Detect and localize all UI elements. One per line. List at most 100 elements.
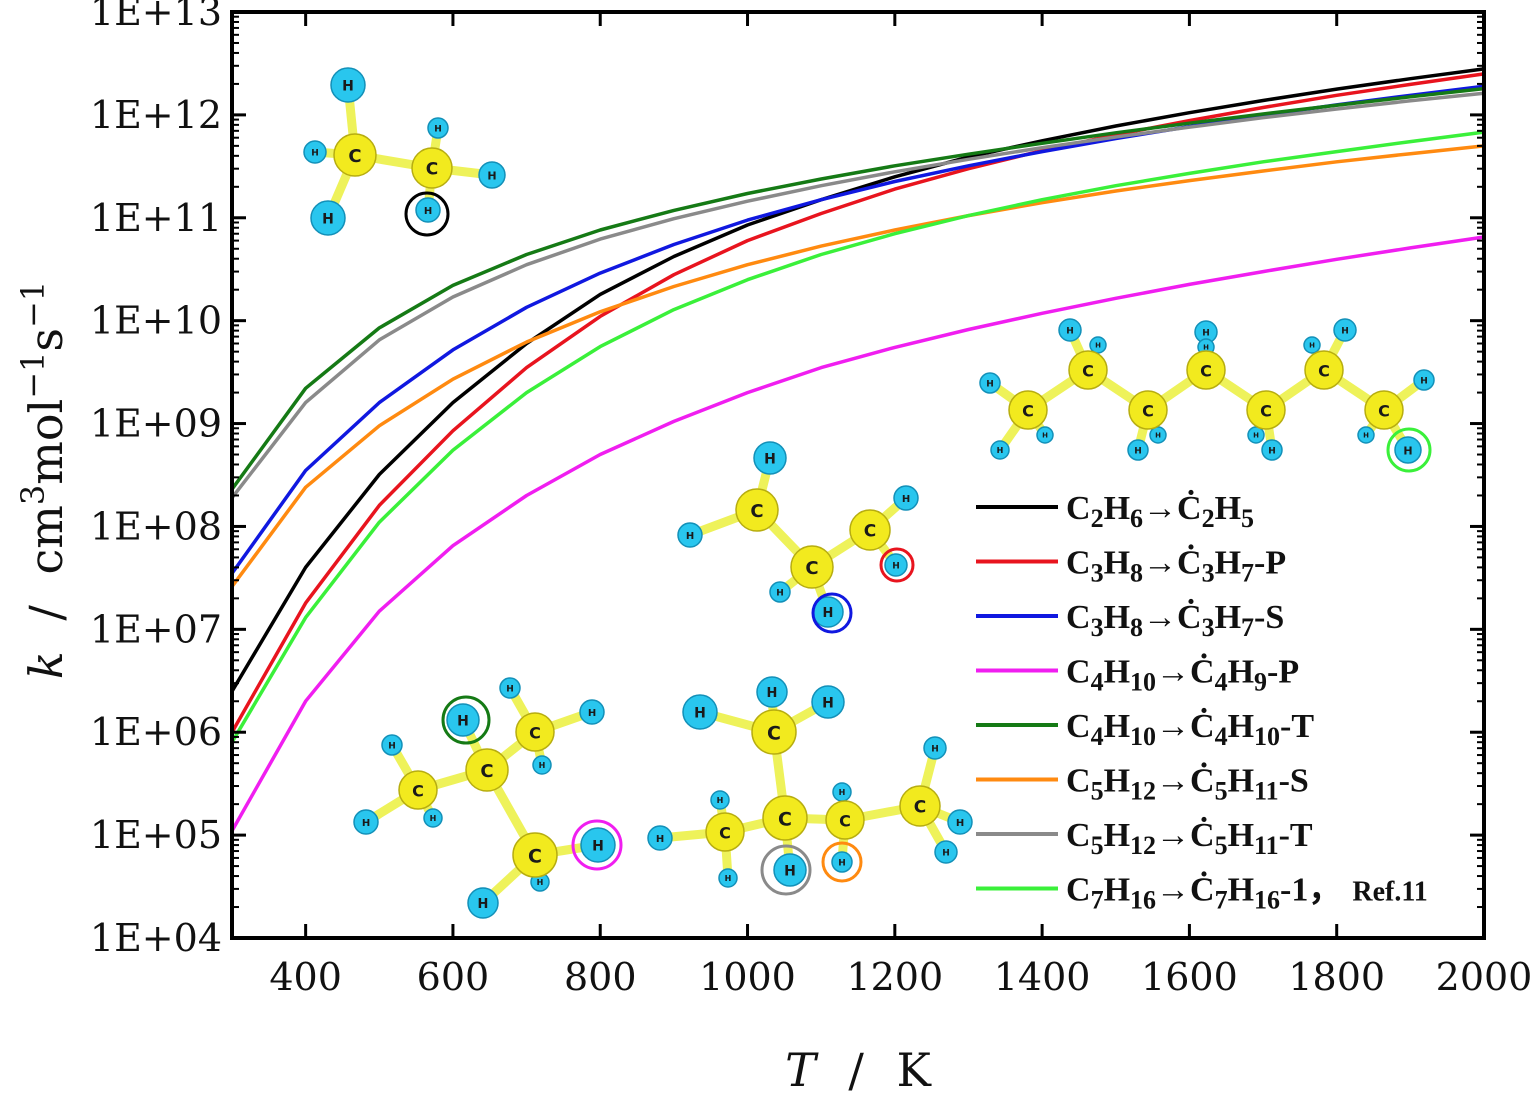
carbon-atom [1008,390,1048,430]
legend-entry: C3H8→Ċ3H7-S [976,598,1284,642]
atom-label: H [1066,327,1074,337]
legend-entry: C4H10→Ċ4H9-P [976,653,1299,697]
legend-subscript: 4 [1215,722,1228,751]
legend-text-part: H [1228,654,1254,691]
y-tick-label: 1E+04 [90,916,222,960]
atom-label: H [764,451,776,467]
atom-label: H [388,741,396,751]
highlight-ring [571,819,623,871]
x-tick-label: 400 [269,955,342,999]
hydrogen-atom [718,868,738,888]
legend-subscript: 2 [1091,504,1104,533]
legend-text-part: C [1066,872,1091,909]
atom-label: H [1403,444,1412,457]
hydrogen-atom [923,736,947,760]
legend-subscript: 7 [1241,613,1254,642]
series-lines [230,67,1485,832]
legend-label: C3H8→Ċ3H7-S [1066,598,1284,642]
y-axis-unit-cm-exp: 3 [14,485,52,505]
legend-text-part: H [1104,708,1130,745]
legend-label: C7H16→Ċ7H16-1， Ref.11 [1066,871,1428,915]
legend-entry: C4H10→Ċ4H10-T [976,707,1314,751]
legend-subscript: 10 [1130,668,1156,697]
atom-label: H [478,897,489,912]
hydrogen-atom [579,699,605,725]
series-line [230,67,1485,693]
x-axis: 400 600 800 1000 1200 1400 1600 1800 2000 [269,12,1532,999]
atom-label: C [480,761,493,782]
atom-label: C [767,722,781,744]
atom-label: C [528,845,542,867]
atom-label: C [778,808,792,830]
atom-label: H [1363,432,1369,440]
legend-text-part: →Ċ [1143,544,1202,582]
legend-subscript: 3 [1091,613,1104,642]
carbon-atom [825,800,865,840]
atom-label: C [1318,361,1330,380]
atom-label: H [942,849,950,859]
legend-text-part: H [1215,545,1241,582]
hydrogen-atom [947,809,973,835]
atom-label: C [1260,401,1272,420]
legend-subscript: 7 [1215,886,1228,915]
legend-label: C5H12→Ċ5H11-S [1066,762,1309,806]
legend-label: C5H12→Ċ5H11-T [1066,816,1313,860]
carbon-atom [398,770,438,810]
legend-text-part: H [1104,599,1130,636]
x-axis-separator: / [848,1043,864,1097]
x-tick-label: 1400 [994,955,1091,999]
legend-subscript: 12 [1130,777,1156,806]
ethane-molecule: H H H C H H H C [303,67,506,237]
y-axis-separator: / [19,605,73,621]
hydrogen-atom [353,809,379,835]
legend-text-part: -S [1279,763,1309,800]
carbon-atom [762,795,808,841]
hydrogen-atom [677,522,703,548]
highlight-ring [821,841,863,883]
hydrogen-atom [934,840,958,864]
atom-label: H [838,858,846,868]
atom-label: C [914,798,926,818]
legend-subscript: 16 [1130,886,1156,915]
legend-entry: C7H16→Ċ7H16-1， Ref.11 [976,871,1428,915]
carbon-atom [1186,350,1226,390]
propane-molecule: H H C H H C H H C [677,441,919,634]
hydrogen-atom [1333,318,1357,342]
series-line [230,144,1485,588]
legend-text-part: C [1066,654,1091,691]
atom-label: C [1200,361,1212,380]
hydrogen-atom [710,790,730,810]
atom-label: H [322,212,334,228]
hydrogen-atom [990,440,1010,460]
atom-label: C [1082,361,1094,380]
hydrogen-atom [756,676,788,708]
atom-label: H [588,708,596,719]
pentane-molecule: H H H C H H H C H C H H C H H H C [647,676,973,896]
atom-label: H [656,834,664,845]
atom-label: H [986,379,994,389]
atom-label: H [1253,432,1259,440]
legend-subscript: 5 [1215,777,1228,806]
legend-text-part: C [1066,763,1091,800]
hydrogen-atom [1261,439,1283,461]
hydrogen-atom [1058,318,1082,342]
atom-label: H [776,588,784,598]
atom-label: H [430,814,437,823]
legend-text-part: -T [1279,817,1313,854]
hydrogen-atom [884,553,908,577]
hydrogen-atom [580,827,616,863]
legend: C2H6→Ċ2H5C3H8→Ċ3H7-PC3H8→Ċ3H7-SC4H10→Ċ4H… [976,489,1428,915]
carbon-atom [1128,390,1168,430]
atom-label: H [892,562,900,572]
atom-label: H [506,684,514,694]
series-line [230,235,1485,832]
legend-subscript: 12 [1130,831,1156,860]
atom-label: H [823,606,834,621]
carbon-atom [512,832,558,878]
legend-subscript: 2 [1202,504,1215,533]
atom-label: C [839,811,851,830]
legend-subscript: 10 [1130,722,1156,751]
atom-label: H [839,788,846,797]
atom-label: H [1134,446,1142,456]
